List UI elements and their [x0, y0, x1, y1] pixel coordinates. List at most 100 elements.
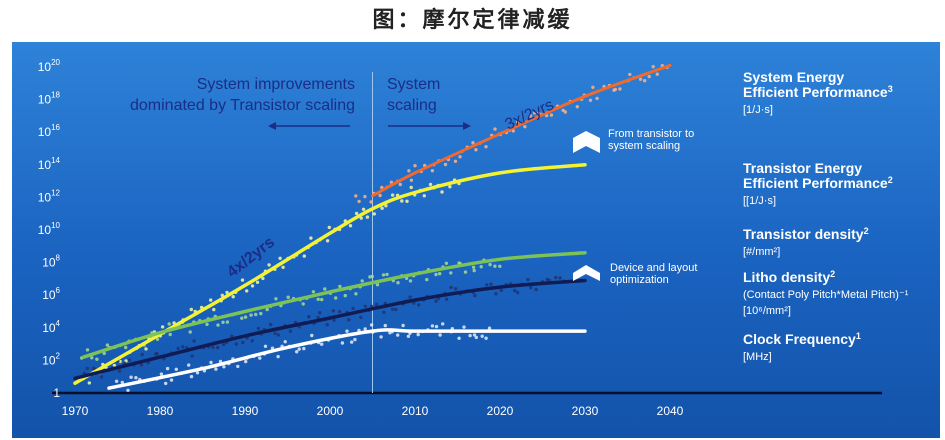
- scatter-point: [372, 212, 376, 216]
- scatter-point: [347, 318, 351, 322]
- scatter-point: [513, 288, 517, 293]
- scatter-point: [462, 325, 466, 329]
- scatter-point: [468, 333, 472, 338]
- scatter-point: [159, 372, 164, 376]
- scatter-point: [493, 127, 497, 131]
- x-tick-label: 2010: [402, 404, 429, 418]
- scatter-point: [406, 334, 411, 338]
- scatter-point: [338, 309, 342, 314]
- scatter-point: [499, 288, 504, 293]
- scatter-point: [473, 293, 477, 298]
- scatter-point: [595, 96, 599, 101]
- scatter-point: [190, 354, 194, 358]
- chevron-bottom-text: Device and layout: [610, 262, 697, 274]
- scatter-point: [628, 72, 632, 77]
- moore-law-chart: 1970 1980 1990 2000 2010 2020 2030 2040 1 102 104 1…: [38, 58, 909, 418]
- scatter-point: [444, 297, 449, 301]
- scatter-point: [220, 293, 224, 297]
- scatter-point: [408, 279, 413, 283]
- scatter-point: [169, 378, 174, 382]
- scatter-point: [160, 325, 165, 329]
- scatter-point: [471, 141, 475, 145]
- scatter-point: [244, 359, 248, 364]
- legend-series-unit: [10⁶/mm²]: [743, 305, 791, 317]
- scatter-point: [523, 125, 527, 129]
- scatter-point: [448, 185, 452, 189]
- scatter-point: [413, 164, 417, 168]
- right-arrow-head: [463, 122, 471, 130]
- scatter-point: [361, 207, 366, 211]
- y-tick-label: 1010: [38, 221, 61, 237]
- legend-series-name: Transistor Energy: [743, 160, 862, 176]
- scatter-point: [416, 332, 420, 337]
- scatter-point: [422, 194, 426, 198]
- scatter-point: [174, 367, 178, 371]
- scatter-point: [144, 347, 148, 351]
- scatter-point: [357, 199, 361, 204]
- scatter-point: [591, 85, 595, 89]
- scatter-point: [90, 356, 94, 360]
- x-tick-label: 2040: [657, 404, 684, 418]
- scatter-point: [286, 295, 290, 299]
- scatter-point: [408, 295, 412, 299]
- scatter-point: [127, 358, 132, 362]
- scatter-point: [643, 79, 647, 83]
- scatter-point: [265, 307, 269, 312]
- chevron-top-text: system scaling: [608, 140, 680, 152]
- scatter-point: [401, 323, 405, 328]
- scatter-point: [487, 326, 492, 330]
- series-line: [73, 278, 587, 381]
- annotations-group: System improvements dominated by Transist…: [130, 76, 697, 286]
- scatter-point: [155, 352, 159, 356]
- scatter-point: [250, 339, 254, 343]
- x-tick-label: 2030: [572, 404, 599, 418]
- scatter-point: [283, 340, 287, 344]
- scatter-point: [295, 350, 299, 354]
- scatter-point: [515, 120, 520, 124]
- scatter-point: [345, 329, 349, 333]
- scatter-point: [359, 216, 363, 220]
- scatter-point: [236, 364, 240, 369]
- axes-group: 1970 1980 1990 2000 2010 2020 2030 2040 1 102 104 1…: [38, 58, 882, 418]
- rate-label-yellow: 4x/2yrs: [224, 234, 278, 281]
- scatter-point: [353, 337, 357, 342]
- scatter-point: [302, 254, 306, 258]
- scatter-point: [320, 342, 324, 346]
- scatter-point: [651, 65, 655, 69]
- scatter-point: [534, 287, 538, 292]
- scatter-point: [484, 336, 488, 340]
- scatter-point: [398, 182, 402, 187]
- scatter-point: [444, 261, 449, 265]
- series-line: [81, 251, 587, 359]
- scatter-point: [472, 268, 476, 273]
- scatter-point: [256, 326, 261, 331]
- scatter-point: [140, 352, 144, 357]
- legend-series-name: Transistor density2: [743, 226, 869, 242]
- scatter-point: [332, 318, 336, 322]
- scatter-point: [498, 264, 502, 268]
- scatter-point: [281, 265, 285, 269]
- scatter-point: [549, 113, 554, 117]
- scatter-point: [360, 279, 364, 283]
- scatter-point: [297, 347, 301, 351]
- scatter-point: [267, 263, 271, 267]
- series-line: [107, 328, 587, 390]
- scatter-point: [325, 323, 329, 327]
- scatter-point: [480, 334, 484, 338]
- scatter-point: [105, 343, 110, 347]
- scatter-point: [528, 114, 533, 118]
- scatter-point: [457, 336, 461, 340]
- scatter-point: [529, 285, 533, 290]
- scatter-point: [168, 332, 172, 337]
- y-tick-label: 1020: [38, 58, 61, 74]
- scatter-point: [222, 342, 226, 347]
- scatter-point: [350, 340, 354, 344]
- scatter-point: [164, 381, 168, 386]
- y-tick-label: 1014: [38, 156, 61, 172]
- scatter-point: [87, 381, 92, 385]
- scatter-point: [533, 111, 537, 115]
- scatter-point: [378, 193, 382, 198]
- scatter-point: [430, 169, 435, 173]
- x-tick-label: 1970: [62, 404, 89, 418]
- scatter-point: [440, 190, 444, 194]
